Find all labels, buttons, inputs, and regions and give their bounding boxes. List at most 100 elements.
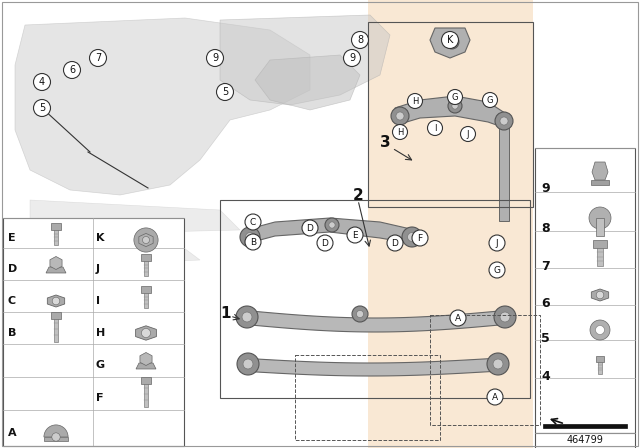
- Text: 464799: 464799: [566, 435, 604, 445]
- Text: 5: 5: [541, 332, 550, 345]
- Text: F: F: [417, 233, 422, 242]
- Polygon shape: [255, 55, 360, 110]
- Circle shape: [445, 35, 459, 49]
- Text: 4: 4: [541, 370, 550, 383]
- Text: I: I: [96, 296, 100, 306]
- Circle shape: [351, 31, 369, 48]
- Circle shape: [246, 233, 255, 241]
- Text: 7: 7: [95, 53, 101, 63]
- Text: K: K: [96, 233, 104, 243]
- Text: B: B: [250, 237, 256, 246]
- Circle shape: [589, 207, 611, 229]
- Bar: [141, 286, 151, 293]
- Text: D: D: [321, 238, 328, 247]
- Polygon shape: [430, 28, 470, 58]
- Circle shape: [494, 306, 516, 328]
- Circle shape: [495, 112, 513, 130]
- Text: D: D: [392, 238, 399, 247]
- Circle shape: [487, 389, 503, 405]
- Text: I: I: [434, 124, 436, 133]
- Circle shape: [392, 125, 408, 139]
- Circle shape: [447, 90, 463, 104]
- Polygon shape: [136, 363, 156, 369]
- Polygon shape: [30, 240, 200, 268]
- Circle shape: [236, 306, 258, 328]
- Circle shape: [90, 49, 106, 66]
- Circle shape: [242, 312, 252, 322]
- Polygon shape: [46, 267, 66, 273]
- Circle shape: [595, 326, 605, 335]
- Circle shape: [442, 31, 458, 48]
- Text: 8: 8: [541, 221, 550, 234]
- Text: A: A: [492, 392, 498, 401]
- Bar: [141, 254, 151, 261]
- Circle shape: [387, 235, 403, 251]
- Circle shape: [52, 433, 60, 441]
- Polygon shape: [245, 218, 415, 244]
- Text: H: H: [412, 96, 418, 105]
- Bar: [597, 248, 603, 266]
- Text: 7: 7: [541, 259, 550, 272]
- Bar: [144, 261, 148, 276]
- Bar: [593, 240, 607, 248]
- Text: E: E: [352, 231, 358, 240]
- Polygon shape: [395, 96, 508, 128]
- Text: 5: 5: [222, 87, 228, 97]
- Circle shape: [396, 112, 404, 120]
- Text: 1: 1: [221, 306, 231, 320]
- Text: D: D: [307, 224, 314, 233]
- Bar: [596, 218, 604, 236]
- Bar: [430, 315, 540, 425]
- Circle shape: [590, 320, 610, 340]
- Bar: [295, 355, 440, 440]
- Text: H: H: [96, 328, 105, 338]
- Circle shape: [237, 353, 259, 375]
- Polygon shape: [240, 310, 510, 332]
- Circle shape: [352, 306, 368, 322]
- Circle shape: [412, 230, 428, 246]
- Text: C: C: [250, 217, 256, 227]
- Circle shape: [245, 214, 261, 230]
- Circle shape: [452, 103, 458, 109]
- Circle shape: [408, 94, 422, 108]
- Text: A: A: [455, 314, 461, 323]
- Circle shape: [329, 222, 335, 228]
- Circle shape: [240, 227, 260, 247]
- Bar: [144, 384, 148, 407]
- Polygon shape: [591, 289, 609, 301]
- Bar: [51, 223, 61, 230]
- Circle shape: [461, 126, 476, 142]
- Text: G: G: [96, 360, 105, 370]
- Text: A: A: [8, 428, 17, 438]
- Polygon shape: [240, 358, 500, 376]
- Polygon shape: [47, 295, 65, 307]
- Text: 2: 2: [353, 188, 364, 202]
- Circle shape: [402, 227, 422, 247]
- Polygon shape: [140, 353, 152, 366]
- Polygon shape: [30, 200, 240, 235]
- Circle shape: [243, 359, 253, 369]
- Bar: [596, 356, 604, 362]
- Text: 9: 9: [212, 53, 218, 63]
- Circle shape: [448, 99, 462, 113]
- Bar: [535, 148, 635, 433]
- Text: F: F: [96, 393, 104, 403]
- Circle shape: [489, 262, 505, 278]
- Text: G: G: [487, 95, 493, 104]
- Bar: [54, 230, 58, 245]
- Text: 3: 3: [380, 134, 390, 150]
- Text: 4: 4: [39, 77, 45, 87]
- Polygon shape: [592, 162, 608, 180]
- Circle shape: [302, 220, 318, 236]
- Bar: [220, 200, 530, 398]
- Wedge shape: [44, 425, 68, 437]
- Circle shape: [596, 291, 604, 299]
- Text: K: K: [447, 35, 453, 45]
- Circle shape: [489, 235, 505, 251]
- Circle shape: [500, 312, 510, 322]
- Polygon shape: [220, 15, 390, 105]
- Text: 9: 9: [541, 181, 550, 194]
- Circle shape: [245, 234, 261, 250]
- Circle shape: [141, 328, 150, 337]
- Circle shape: [216, 83, 234, 100]
